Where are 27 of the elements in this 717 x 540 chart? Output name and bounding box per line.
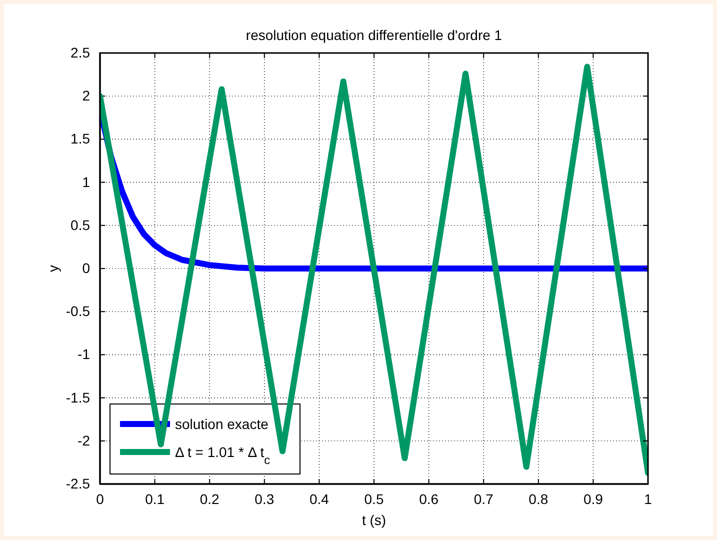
y-tick-label: -1.5 [66,389,90,406]
chart-title: resolution equation differentielle d'ordre 1 [246,27,502,43]
x-tick-label: 0.3 [254,490,274,507]
x-tick-label: 0.4 [309,490,330,507]
y-axis-title: y [45,265,61,272]
x-tick-label: 0.2 [200,490,220,507]
legend-label: Δ t = 1.01 * Δ t$_{c}$ [175,444,270,467]
legend-label: solution exacte [175,416,269,432]
y-tick-label: 2.5 [70,44,90,60]
y-tick-label: 1 [82,174,90,190]
y-tick-label: -2.5 [66,475,90,492]
x-tick-label: 0.1 [145,490,165,507]
y-tick-label: -0.5 [66,303,90,320]
y-tick-label: 0.5 [70,216,90,233]
x-tick-label: 0.9 [583,490,604,507]
x-axis-title: t (s) [362,512,386,528]
y-tick-label: 1.5 [70,130,90,147]
x-tick-label: 0.7 [474,490,494,507]
y-tick-label: -1 [78,346,90,362]
x-tick-label: 0.6 [419,490,439,507]
x-tick-label: 0.8 [528,490,548,507]
y-tick-label: 2 [82,88,90,104]
x-tick-label: 0 [96,490,104,507]
y-tick-label: 0 [82,260,90,276]
x-tick-label: 0.5 [364,490,384,507]
y-tick-label: -2 [78,432,90,448]
x-tick-label: 1 [644,490,652,507]
